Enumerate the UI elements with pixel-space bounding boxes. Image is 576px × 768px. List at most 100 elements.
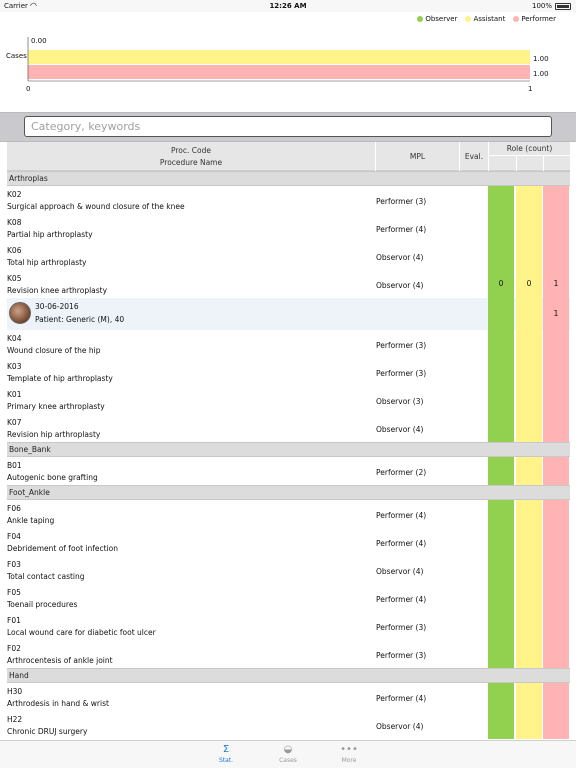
mpl-value: Performer (4) bbox=[376, 511, 427, 520]
assistant-count bbox=[516, 214, 542, 242]
table-row[interactable]: K06 Total hip arthroplasty Observor (4) bbox=[7, 242, 570, 270]
assistant-count: 0 bbox=[516, 270, 542, 298]
mpl-value: Performer (3) bbox=[376, 623, 427, 632]
table-row[interactable]: F02 Arthrocentesis of ankle joint Performe… bbox=[7, 640, 570, 668]
category-header: Arthroplas bbox=[7, 171, 570, 186]
table-row[interactable]: K07 Revision hip arthroplasty Observor (4) bbox=[7, 414, 570, 442]
mpl-value: Observor (4) bbox=[376, 425, 424, 434]
header-assistant-col bbox=[516, 156, 543, 171]
observer-count: 0 bbox=[488, 270, 514, 298]
legend-item: Performer bbox=[513, 15, 556, 23]
proc-name: Debridement of foot infection bbox=[7, 544, 119, 553]
observer-count bbox=[488, 330, 514, 358]
observer-count bbox=[488, 414, 514, 442]
header-proc-code: Proc. Code bbox=[171, 146, 211, 155]
performer-count bbox=[543, 683, 569, 711]
proc-code: K06 bbox=[7, 246, 22, 255]
table-row[interactable]: H22 Chronic DRUJ surgery Observor (4) bbox=[7, 711, 570, 739]
assistant-count bbox=[516, 683, 542, 711]
proc-name: Total hip arthroplasty bbox=[7, 258, 87, 267]
mpl-value: Observor (4) bbox=[376, 253, 424, 262]
proc-code: K03 bbox=[7, 362, 22, 371]
legend-label: Assistant bbox=[473, 15, 506, 23]
status-bar: Carrier ◠ 12:26 AM 100% bbox=[0, 0, 576, 12]
tab-more[interactable]: ••• More bbox=[319, 743, 379, 764]
proc-code: F02 bbox=[7, 644, 21, 653]
header-observer-col bbox=[488, 156, 516, 171]
x-tick-label: 1 bbox=[528, 85, 532, 93]
table-row[interactable]: K05 Revision knee arthroplasty Observor (4… bbox=[7, 270, 570, 298]
bar-value-label: 1.00 bbox=[533, 55, 549, 63]
table-row[interactable]: F06 Ankle taping Performer (4) bbox=[7, 500, 570, 528]
observer-count bbox=[488, 500, 514, 528]
header-eval[interactable]: Eval. bbox=[459, 142, 488, 171]
proc-name: Wound closure of the hip bbox=[7, 346, 101, 355]
table-row[interactable]: K03 Template of hip arthroplasty Performer… bbox=[7, 358, 570, 386]
cases-chart: Observer Assistant Performer 0.00 1.00 1.00 C… bbox=[0, 12, 576, 112]
legend-swatch bbox=[513, 16, 520, 22]
proc-name: Surgical approach & wound closure of the… bbox=[7, 202, 185, 211]
proc-code: K01 bbox=[7, 390, 22, 399]
mpl-value: Performer (4) bbox=[376, 539, 427, 548]
table-row[interactable]: F05 Toenail procedures Performer (4) bbox=[7, 584, 570, 612]
eval-cell bbox=[459, 270, 488, 298]
mpl-value: Observor (4) bbox=[376, 281, 424, 290]
sigma-icon: Σ bbox=[222, 744, 230, 755]
observer-count bbox=[488, 711, 514, 739]
proc-code: H30 bbox=[7, 687, 23, 696]
person-icon: ◒ bbox=[283, 744, 293, 755]
table-row[interactable]: F03 Total contact casting Observor (4) bbox=[7, 556, 570, 584]
performer-count bbox=[543, 386, 569, 414]
legend-label: Observer bbox=[425, 15, 458, 23]
assistant-count bbox=[516, 186, 542, 214]
proc-name: Arthrocentesis of ankle joint bbox=[7, 656, 113, 665]
observer-count bbox=[488, 358, 514, 386]
table-row[interactable]: K04 Wound closure of the hip Performer (3) bbox=[7, 330, 570, 358]
eval-cell bbox=[459, 528, 488, 556]
assistant-count bbox=[516, 298, 542, 330]
legend-label: Performer bbox=[521, 15, 556, 23]
observer-count bbox=[488, 457, 514, 485]
mpl-value: Observor (4) bbox=[376, 722, 424, 731]
tab-cases[interactable]: ◒ Cases bbox=[258, 743, 318, 764]
case-row[interactable]: 30-06-2016 Patient: Generic (M), 40 1 bbox=[7, 298, 570, 330]
category-header: Foot_Ankle bbox=[7, 485, 570, 500]
proc-code: H22 bbox=[7, 715, 23, 724]
table-row[interactable]: K02 Surgical approach & wound closure of … bbox=[7, 186, 570, 214]
table-row[interactable]: F04 Debridement of foot infection Performe… bbox=[7, 528, 570, 556]
performer-count: 1 bbox=[543, 270, 569, 298]
proc-name: Primary knee arthroplasty bbox=[7, 402, 105, 411]
proc-name: Total contact casting bbox=[7, 572, 85, 581]
bar-value-label: 0.00 bbox=[31, 37, 47, 45]
tab-stat[interactable]: Σ Stat. bbox=[196, 743, 256, 764]
performer-count bbox=[543, 242, 569, 270]
table-row[interactable]: F01 Local wound care for diabetic foot ul… bbox=[7, 612, 570, 640]
header-mpl[interactable]: MPL bbox=[375, 142, 459, 171]
performer-count bbox=[543, 214, 569, 242]
performer-count bbox=[543, 711, 569, 739]
performer-count bbox=[543, 640, 569, 668]
mpl-value: Performer (3) bbox=[376, 197, 427, 206]
table-row[interactable]: B01 Autogenic bone grafting Performer (2) bbox=[7, 457, 570, 485]
proc-name: Autogenic bone grafting bbox=[7, 473, 98, 482]
table-row[interactable]: H30 Arthrodesis in hand & wrist Performer … bbox=[7, 683, 570, 711]
table-row[interactable]: K01 Primary knee arthroplasty Observor (3) bbox=[7, 386, 570, 414]
proc-code: K05 bbox=[7, 274, 22, 283]
assistant-count bbox=[516, 358, 542, 386]
mpl-value: Performer (4) bbox=[376, 225, 427, 234]
observer-count bbox=[488, 186, 514, 214]
x-tick-label: 0 bbox=[26, 85, 30, 93]
assistant-count bbox=[516, 242, 542, 270]
more-icon: ••• bbox=[340, 744, 358, 755]
header-role-count[interactable]: Role (count) bbox=[488, 142, 570, 156]
battery-percent: 100% bbox=[531, 2, 552, 10]
search-input[interactable] bbox=[24, 116, 552, 137]
bar-performer bbox=[28, 65, 530, 79]
proc-name: Revision hip arthroplasty bbox=[7, 430, 101, 439]
status-time: 12:26 AM bbox=[269, 2, 307, 10]
header-code-name: Proc. Code Procedure Name bbox=[7, 145, 375, 169]
performer-count bbox=[543, 584, 569, 612]
table-row[interactable]: K08 Partial hip arthroplasty Performer (4) bbox=[7, 214, 570, 242]
battery-icon bbox=[555, 3, 571, 10]
proc-name: Partial hip arthroplasty bbox=[7, 230, 93, 239]
